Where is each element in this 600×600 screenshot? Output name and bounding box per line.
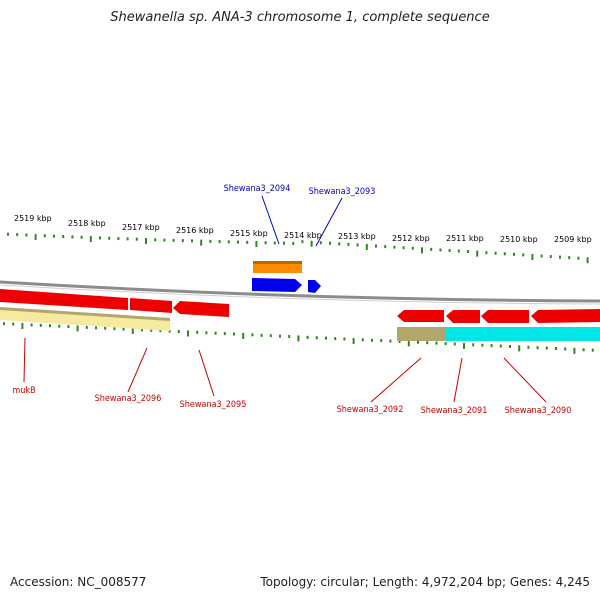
leader-line xyxy=(453,357,463,403)
gene-label-shewana3-2094[interactable]: Shewana3_2094 xyxy=(224,184,291,194)
kbp-label: 2510 kbp xyxy=(500,235,538,244)
leader-line xyxy=(315,197,343,247)
gene-label-shewana3-2092[interactable]: Shewana3_2092 xyxy=(337,405,404,415)
gene-arrow-mukb[interactable] xyxy=(0,289,128,310)
kbp-label: 2518 kbp xyxy=(68,219,106,228)
kbp-label: 2519 kbp xyxy=(14,214,52,223)
kbp-label: 2516 kbp xyxy=(176,226,214,235)
kbp-label: 2515 kbp xyxy=(230,229,268,238)
leader-line xyxy=(198,349,215,397)
kbp-label: 2514 kbp xyxy=(284,231,322,240)
gene-arrow-shewana3-2090b[interactable] xyxy=(531,309,600,323)
leader-line xyxy=(503,357,547,403)
accession-text: Accession: NC_008577 xyxy=(10,575,147,589)
gene-arrow-shewana3-2091[interactable] xyxy=(446,310,480,323)
gene-label-shewana3-2095[interactable]: Shewana3_2095 xyxy=(180,400,247,410)
gene-label-shewana3-2090[interactable]: Shewana3_2090 xyxy=(505,406,572,416)
leader-line xyxy=(127,347,148,393)
cds-block-pale-yellow[interactable] xyxy=(0,308,170,331)
page-title: Shewanella sp. ANA-3 chromosome 1, compl… xyxy=(110,10,490,25)
kbp-label: 2517 kbp xyxy=(122,223,160,232)
chromosome-backbone xyxy=(0,280,600,303)
cds-block-orange-edge xyxy=(253,261,302,264)
cds-block-olive-edge xyxy=(0,307,170,321)
leader-line xyxy=(23,337,26,383)
kbp-label: 2512 kbp xyxy=(392,234,430,243)
cds-block-cyan[interactable] xyxy=(446,327,600,341)
gene-arrow-shewana3-2094[interactable] xyxy=(252,278,302,292)
gene-arrow-shewana3-2095[interactable] xyxy=(173,301,229,317)
gene-label-shewana3-2091[interactable]: Shewana3_2091 xyxy=(421,406,488,416)
kbp-label: 2511 kbp xyxy=(446,234,484,243)
gene-label-mukb[interactable]: mukB xyxy=(12,386,35,396)
chromosome-backbone-shadow xyxy=(0,284,600,305)
gene-arrow-shewana3-2093[interactable] xyxy=(308,280,321,293)
sequence-summary: Topology: circular; Length: 4,972,204 bp… xyxy=(260,575,590,589)
cds-block-olive[interactable] xyxy=(397,327,446,341)
kbp-label: 2509 kbp xyxy=(554,235,592,244)
gene-label-shewana3-2093[interactable]: Shewana3_2093 xyxy=(309,187,376,197)
kbp-label: 2513 kbp xyxy=(338,232,376,241)
leader-line xyxy=(261,195,280,245)
gene-arrow-shewana3-2092[interactable] xyxy=(397,310,444,322)
gene-label-shewana3-2096[interactable]: Shewana3_2096 xyxy=(95,394,162,404)
gene-arrow-shewana3-2096[interactable] xyxy=(130,298,172,313)
leader-line xyxy=(370,357,422,403)
gene-arrow-shewana3-2090a[interactable] xyxy=(481,310,529,323)
